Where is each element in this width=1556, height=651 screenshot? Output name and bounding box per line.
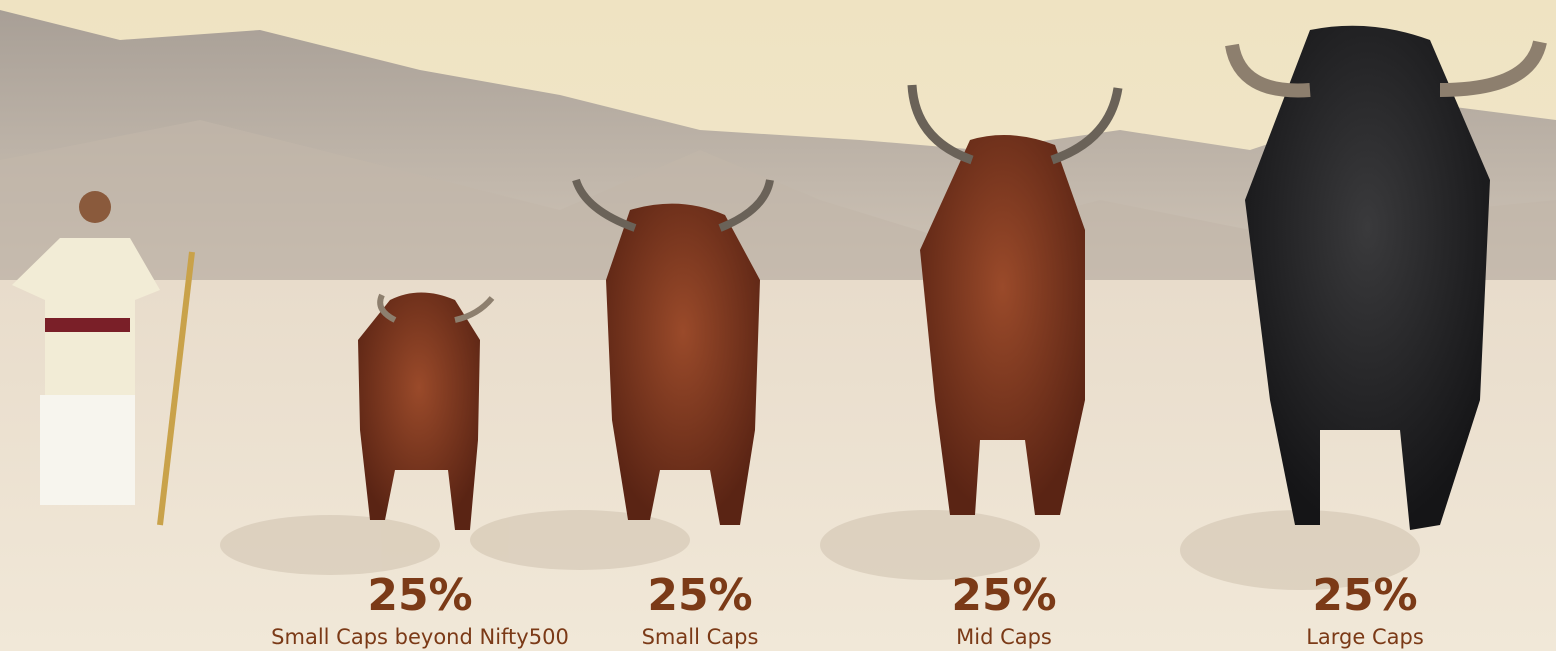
allocation-label: Small Caps beyond Nifty500 [271,625,569,649]
allocation-percent: 25% [367,570,472,621]
allocation-percent: 25% [647,570,752,621]
allocation-percent: 25% [1312,570,1417,621]
page: 25% Small Caps beyond Nifty500 25% Small Ca… [0,0,1556,651]
allocation-percent: 25% [951,570,1056,621]
shadows-part [220,515,440,575]
allocation-label: Mid Caps [956,625,1052,649]
man-figure-part [79,191,111,223]
scene: 25% Small Caps beyond Nifty500 25% Small Ca… [0,0,1556,651]
shadows-part [470,510,690,570]
man-figure-part [45,318,130,332]
allocation-label: Large Caps [1306,625,1424,649]
allocation-label: Small Caps [642,625,759,649]
man-figure-part [40,395,135,505]
